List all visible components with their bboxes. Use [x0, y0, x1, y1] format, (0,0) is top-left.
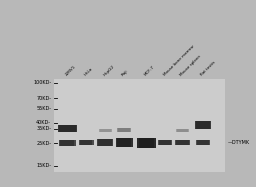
- Text: —DTYMK: —DTYMK: [228, 140, 250, 145]
- Text: Raji: Raji: [121, 69, 129, 77]
- Text: 100KD-: 100KD-: [33, 80, 51, 85]
- Text: Mouse spleen: Mouse spleen: [179, 54, 202, 77]
- Text: Rat testis: Rat testis: [200, 60, 217, 77]
- Text: 35KD-: 35KD-: [36, 126, 51, 131]
- Text: 40KD-: 40KD-: [36, 120, 51, 125]
- Text: MCF-7: MCF-7: [144, 65, 155, 77]
- Text: 15KD-: 15KD-: [36, 163, 51, 168]
- Text: 25KD-: 25KD-: [36, 141, 51, 146]
- Text: 70KD-: 70KD-: [36, 96, 51, 101]
- Text: 22RV1: 22RV1: [65, 65, 77, 77]
- Text: 55KD-: 55KD-: [36, 106, 51, 111]
- Text: HeLa: HeLa: [83, 67, 94, 77]
- Text: Mouse bone marrow: Mouse bone marrow: [162, 44, 195, 77]
- Text: HepG2: HepG2: [102, 64, 115, 77]
